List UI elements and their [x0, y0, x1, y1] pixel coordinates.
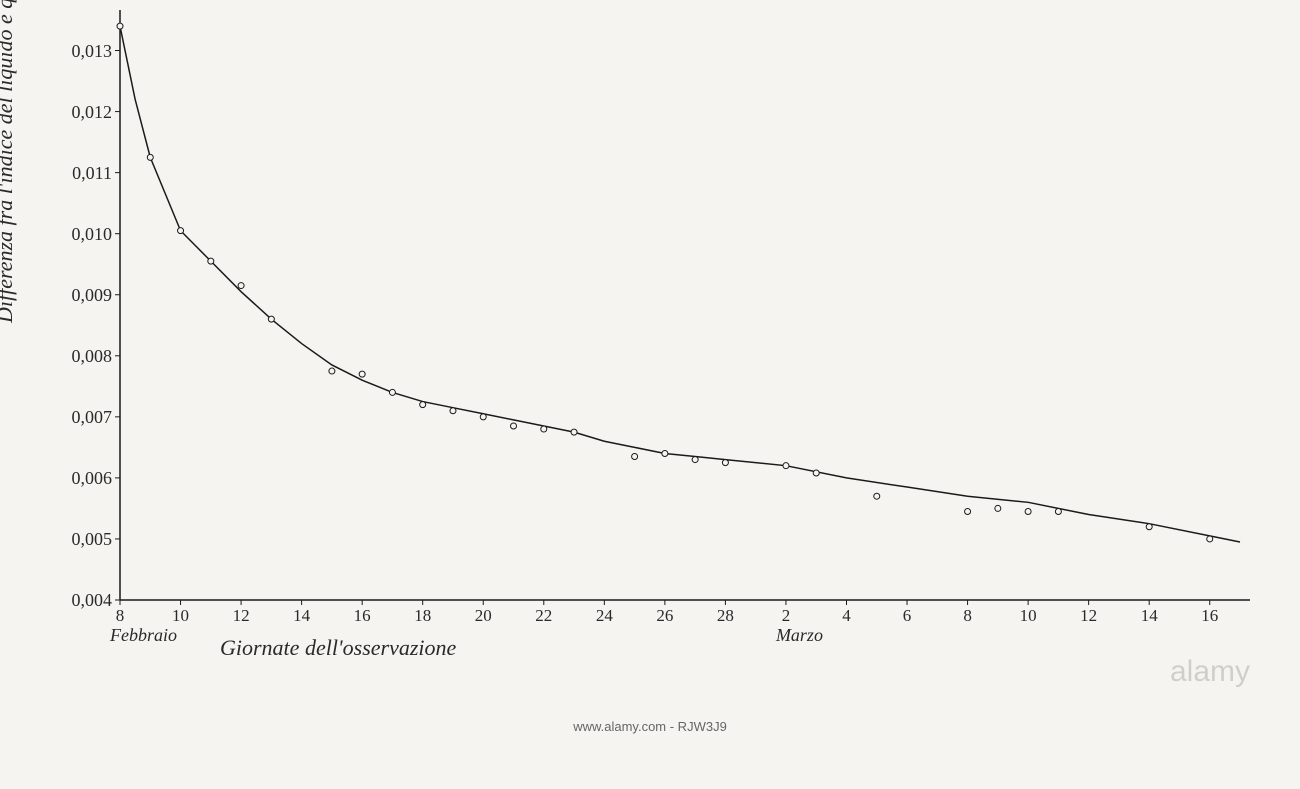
xtick-label: 12 [226, 606, 256, 626]
xtick-label: 12 [1074, 606, 1104, 626]
xtick-label: 16 [347, 606, 377, 626]
ytick-label: 0,011 [62, 163, 112, 184]
xtick-label: 20 [468, 606, 498, 626]
xtick-label: 16 [1195, 606, 1225, 626]
xtick-label: 28 [710, 606, 740, 626]
ytick-label: 0,012 [62, 102, 112, 123]
xtick-label: 26 [650, 606, 680, 626]
xtick-label: 14 [1134, 606, 1164, 626]
xtick-label: 10 [166, 606, 196, 626]
watermark-id: www.alamy.com - RJW3J9 [573, 719, 727, 734]
ytick-label: 0,010 [62, 224, 112, 245]
ytick-label: 0,006 [62, 468, 112, 489]
xtick-label: 8 [953, 606, 983, 626]
xtick-label: 2 [771, 606, 801, 626]
ytick-label: 0,005 [62, 529, 112, 550]
chart-svg [100, 10, 1250, 620]
month-label: Marzo [776, 625, 823, 646]
ytick-label: 0,009 [62, 285, 112, 306]
watermark-brand: alamy [1170, 655, 1250, 689]
xtick-label: 14 [287, 606, 317, 626]
ytick-label: 0,008 [62, 346, 112, 367]
month-label: Febbraio [110, 625, 177, 646]
xtick-label: 6 [892, 606, 922, 626]
xtick-label: 18 [408, 606, 438, 626]
xtick-label: 24 [589, 606, 619, 626]
xtick-label: 22 [529, 606, 559, 626]
chart-container [100, 10, 1250, 620]
x-axis-label: Giornate dell'osservazione [220, 635, 456, 661]
ytick-label: 0,013 [62, 41, 112, 62]
ytick-label: 0,007 [62, 407, 112, 428]
y-axis-label: Differenza fra l'indice del liquido e qu… [0, 0, 18, 323]
xtick-label: 8 [105, 606, 135, 626]
xtick-label: 10 [1013, 606, 1043, 626]
xtick-label: 4 [831, 606, 861, 626]
